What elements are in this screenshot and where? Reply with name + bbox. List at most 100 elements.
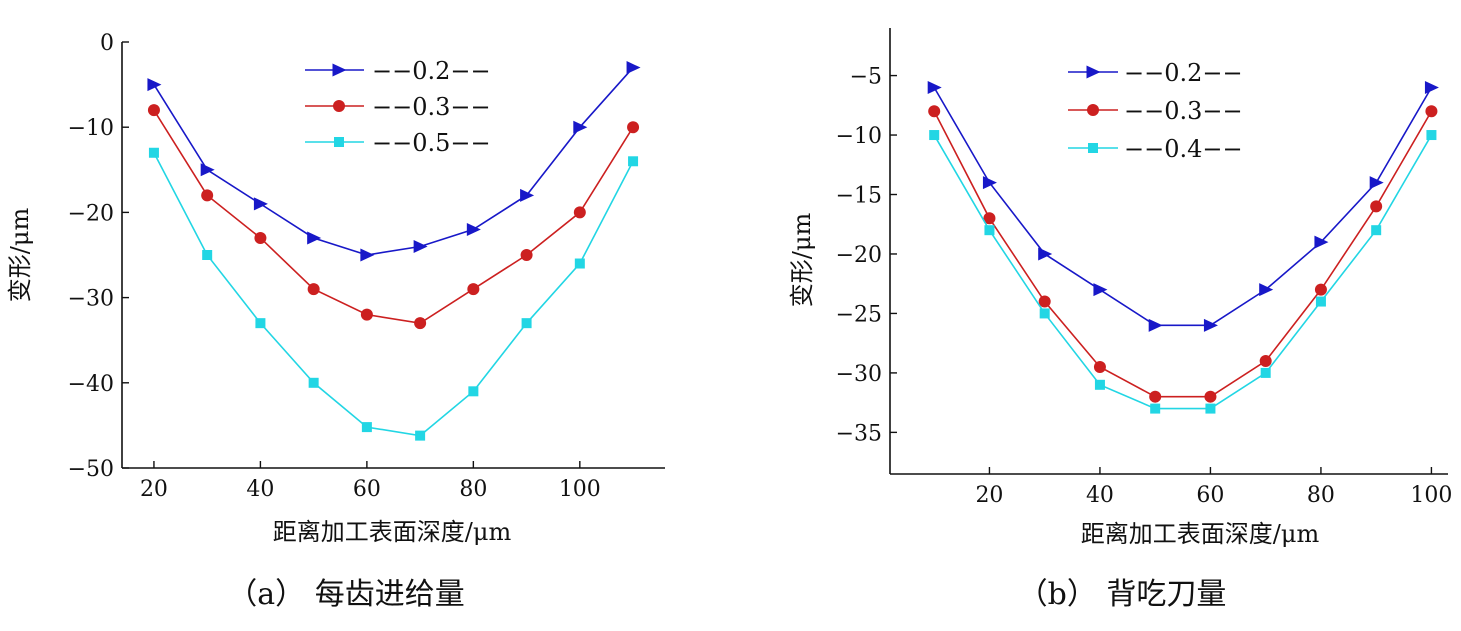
chart-a-series-1-point <box>573 120 588 134</box>
chart-a-x-tick-label: 20 <box>140 477 168 502</box>
chart-b-series-1-point <box>1093 283 1108 297</box>
chart-a-series-2-point <box>627 121 640 134</box>
chart-a-series-2-point <box>414 317 427 330</box>
chart-b-y-tick-label: −35 <box>836 421 882 446</box>
chart-a-series-3-point <box>255 318 266 329</box>
chart-b-series-2-point <box>1425 105 1438 118</box>
chart-b-series-3-point <box>984 225 995 236</box>
chart-b-series-1-point <box>1259 283 1274 297</box>
chart-b-series-1-point <box>1369 176 1384 190</box>
chart-b-series-2-point <box>1093 360 1106 373</box>
chart-a-legend-2-marker <box>333 100 345 112</box>
chart-b-legend-1-marker <box>1086 65 1101 79</box>
chart-b-x-tick-label: 60 <box>1196 483 1224 508</box>
chart-a-series-1-point <box>147 78 162 92</box>
chart-a-x-tick-label: 80 <box>459 477 487 502</box>
chart-b-series-1-point <box>982 176 997 190</box>
chart-a-legend-1-marker <box>332 63 347 77</box>
chart-a-series-1-point <box>200 163 215 177</box>
chart-a-legend-3-marker <box>334 137 344 147</box>
chart-b-y-tick-label: −15 <box>836 184 882 209</box>
chart-b-series-2-point <box>928 105 941 118</box>
chart-a-xlabel: 距离加工表面深度/μm <box>273 518 512 546</box>
chart-a-y-tick-label: −50 <box>68 457 114 482</box>
chart-b-legend-2-label: −−0.3−− <box>1124 97 1243 125</box>
chart-b-xlabel: 距离加工表面深度/μm <box>1081 520 1320 548</box>
chart-b-series-2-point <box>1149 390 1162 403</box>
chart-b-series-1-line <box>933 87 1433 327</box>
chart-b-series-2-line <box>933 110 1433 398</box>
chart-a-y-tick-label: −40 <box>68 372 114 397</box>
chart-a-series-1-line <box>153 67 634 256</box>
chart-b-series-3-point <box>1094 379 1105 390</box>
chart-b-series-3-point <box>1039 308 1050 319</box>
chart-a-y-tick-label: −20 <box>68 201 114 226</box>
chart-b-series-3-point <box>1205 403 1216 414</box>
chart-b-x-tick-label: 100 <box>1410 483 1452 508</box>
chart-b-series-1-point <box>927 80 942 94</box>
chart-a-series-3-point <box>361 422 372 433</box>
chart-b-series-3-point <box>1426 130 1437 141</box>
chart-a-series-2-point <box>467 283 480 296</box>
chart-b-y-tick-label: −30 <box>836 362 882 387</box>
chart-a-x-tick-label: 100 <box>559 477 601 502</box>
chart-b-series-1-point <box>1424 80 1439 94</box>
chart-b-x-tick-label: 80 <box>1307 483 1335 508</box>
chart-a-series-1-point <box>360 248 375 262</box>
chart-b: −5 −10 −15 −20 −25 −30 −35 20 40 60 80 100 −−0.2−− −−… <box>836 28 1452 508</box>
chart-a-series-1-point <box>307 231 322 245</box>
chart-b-series-1-point <box>1038 247 1053 261</box>
chart-b-series-3-point <box>1150 403 1161 414</box>
chart-b-ylabel: 变形/μm <box>788 213 816 308</box>
chart-b-series-3-point <box>1315 296 1326 307</box>
chart-b-series-3-point <box>1260 367 1271 378</box>
chart-b-series-3-line <box>933 134 1433 410</box>
chart-b-y-tick-label: −20 <box>836 243 882 268</box>
chart-a-series-2-point <box>573 206 586 219</box>
chart-b-series-2-point <box>1038 295 1051 308</box>
chart-a-y-tick-label: −30 <box>68 287 114 312</box>
chart-a-series-3-point <box>468 386 479 397</box>
chart-a-legend-1-label: −−0.2−− <box>372 57 491 85</box>
chart-a-series-1-point <box>253 197 268 211</box>
chart-b-y-tick-label: −25 <box>836 302 882 327</box>
chart-b-y-tick-label: −10 <box>836 124 882 149</box>
chart-a-series-2-line <box>153 109 634 324</box>
chart-b-series-2-point <box>983 212 996 225</box>
chart-b-x-tick-label: 20 <box>975 483 1003 508</box>
chart-a-series-2-point <box>360 308 373 321</box>
chart-b-legend-1-label: −−0.2−− <box>1124 59 1243 87</box>
chart-a-series-3-point <box>574 258 585 269</box>
chart-a-series-3-point <box>415 430 426 441</box>
chart-b-series-2-point <box>1314 283 1327 296</box>
chart-b-legend-3-marker <box>1088 143 1098 153</box>
chart-b-series-2-point <box>1259 355 1272 368</box>
chart-a-series-1-point <box>626 61 641 75</box>
chart-a-series-3-point <box>521 318 532 329</box>
chart-a-series-2-point <box>307 283 320 296</box>
chart-a-series-1-point <box>520 188 535 202</box>
chart-a-series-3-line <box>153 152 634 437</box>
chart-a-legend-3-label: −−0.5−− <box>372 129 491 157</box>
chart-b-series-1-point <box>1314 235 1329 249</box>
chart-b-y-tick-label: −5 <box>850 65 882 90</box>
chart-a-series-3-point <box>628 156 639 167</box>
chart-b-series-2-point <box>1204 390 1217 403</box>
chart-b-caption: （b） 背吃刀量 <box>1018 577 1227 612</box>
chart-a-series-2-point <box>147 104 160 117</box>
chart-b-series-2-point <box>1370 200 1383 213</box>
chart-a-series-1-point <box>466 222 481 236</box>
chart-a: 0 −10 −20 −30 −40 −50 20 40 60 80 100 −−0.2−− −−0.3−… <box>68 31 665 502</box>
chart-b-series-1-point <box>1148 318 1163 332</box>
chart-a-legend-2-label: −−0.3−− <box>372 93 491 121</box>
chart-a-series-3-point <box>308 377 319 388</box>
chart-a-series-3-point <box>202 250 213 260</box>
chart-a-series-2-point <box>201 189 214 202</box>
chart-b-legend-3-label: −−0.4−− <box>1124 135 1243 163</box>
chart-a-ylabel: 变形/μm <box>6 208 34 303</box>
chart-b-series-3-point <box>1371 225 1382 236</box>
chart-b-legend-2-marker <box>1087 104 1099 116</box>
chart-a-series-2-point <box>520 249 533 261</box>
chart-a-y-tick-label: −10 <box>68 116 114 141</box>
